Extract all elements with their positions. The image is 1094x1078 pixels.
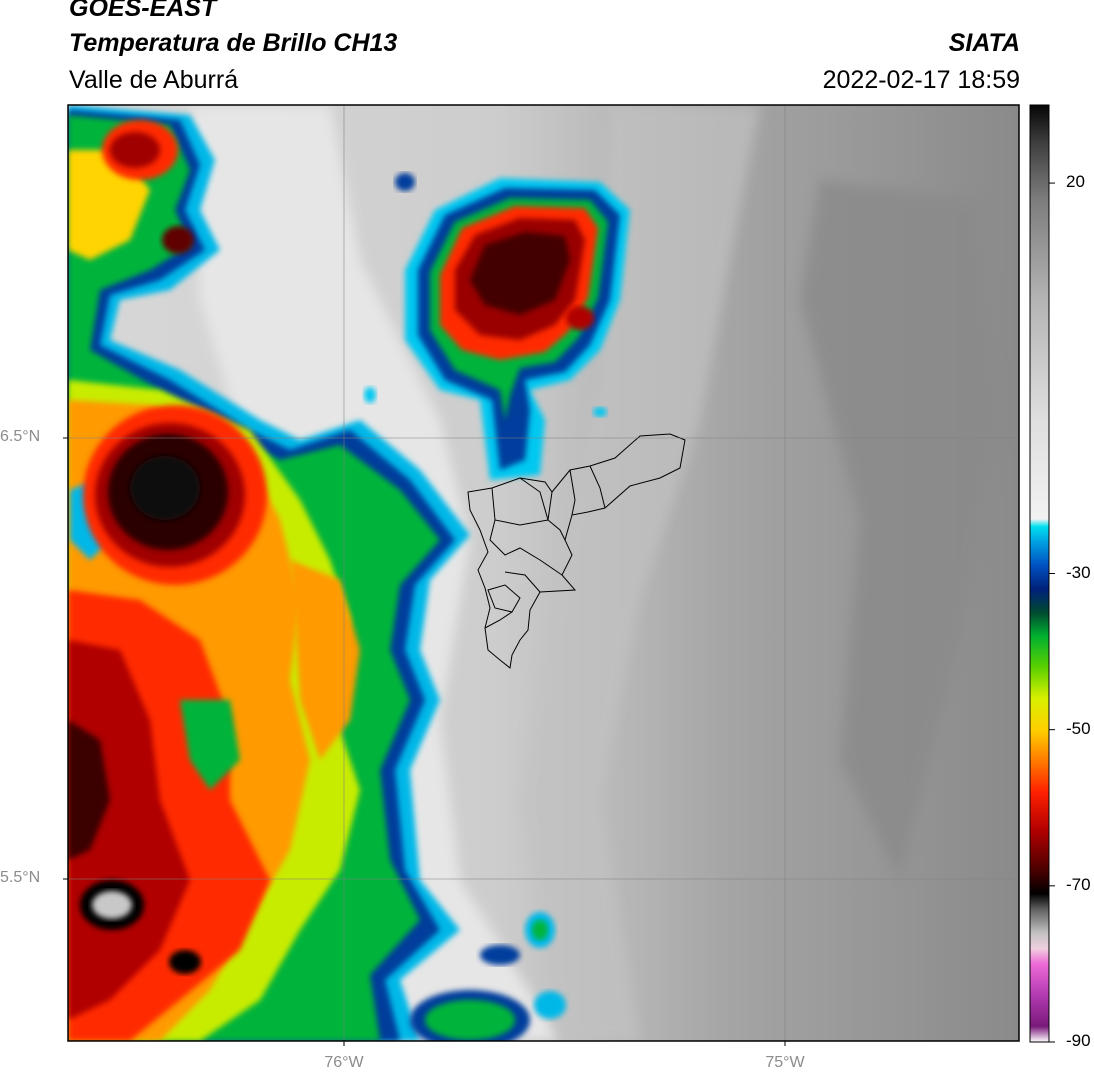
map-field xyxy=(68,105,1019,1041)
map-gridlines xyxy=(68,105,1019,1041)
colorbar xyxy=(1029,104,1055,1043)
lat-label-5-5: 5.5°N xyxy=(0,869,41,886)
timestamp-label: 2022-02-17 18:59 xyxy=(822,66,1020,94)
axis-ticks xyxy=(63,437,786,1046)
northeast-convective-cell xyxy=(405,178,630,480)
map-title: GOES-EAST xyxy=(69,0,217,22)
organization-label: SIATA xyxy=(948,29,1020,57)
colorbar-tick-label: -50 xyxy=(1066,718,1091,738)
colorbar-tick-label: -30 xyxy=(1066,562,1091,582)
lon-label-76: 76°W xyxy=(324,1054,364,1071)
map-product-title: Temperatura de Brillo CH13 xyxy=(69,29,398,57)
colorbar-tick-label: 20 xyxy=(1066,172,1085,192)
lon-label-75: 75°W xyxy=(765,1054,805,1071)
west-convective-system xyxy=(68,105,566,1041)
map-frame xyxy=(67,104,1020,1042)
colorbar-tick-label: -70 xyxy=(1066,874,1091,894)
map-region-label: Valle de Aburrá xyxy=(69,66,239,94)
valle-de-aburra-boundaries xyxy=(467,433,686,669)
lat-label-6-5: 6.5°N xyxy=(0,428,41,445)
colorbar-tick-label: -90 xyxy=(1066,1031,1091,1050)
